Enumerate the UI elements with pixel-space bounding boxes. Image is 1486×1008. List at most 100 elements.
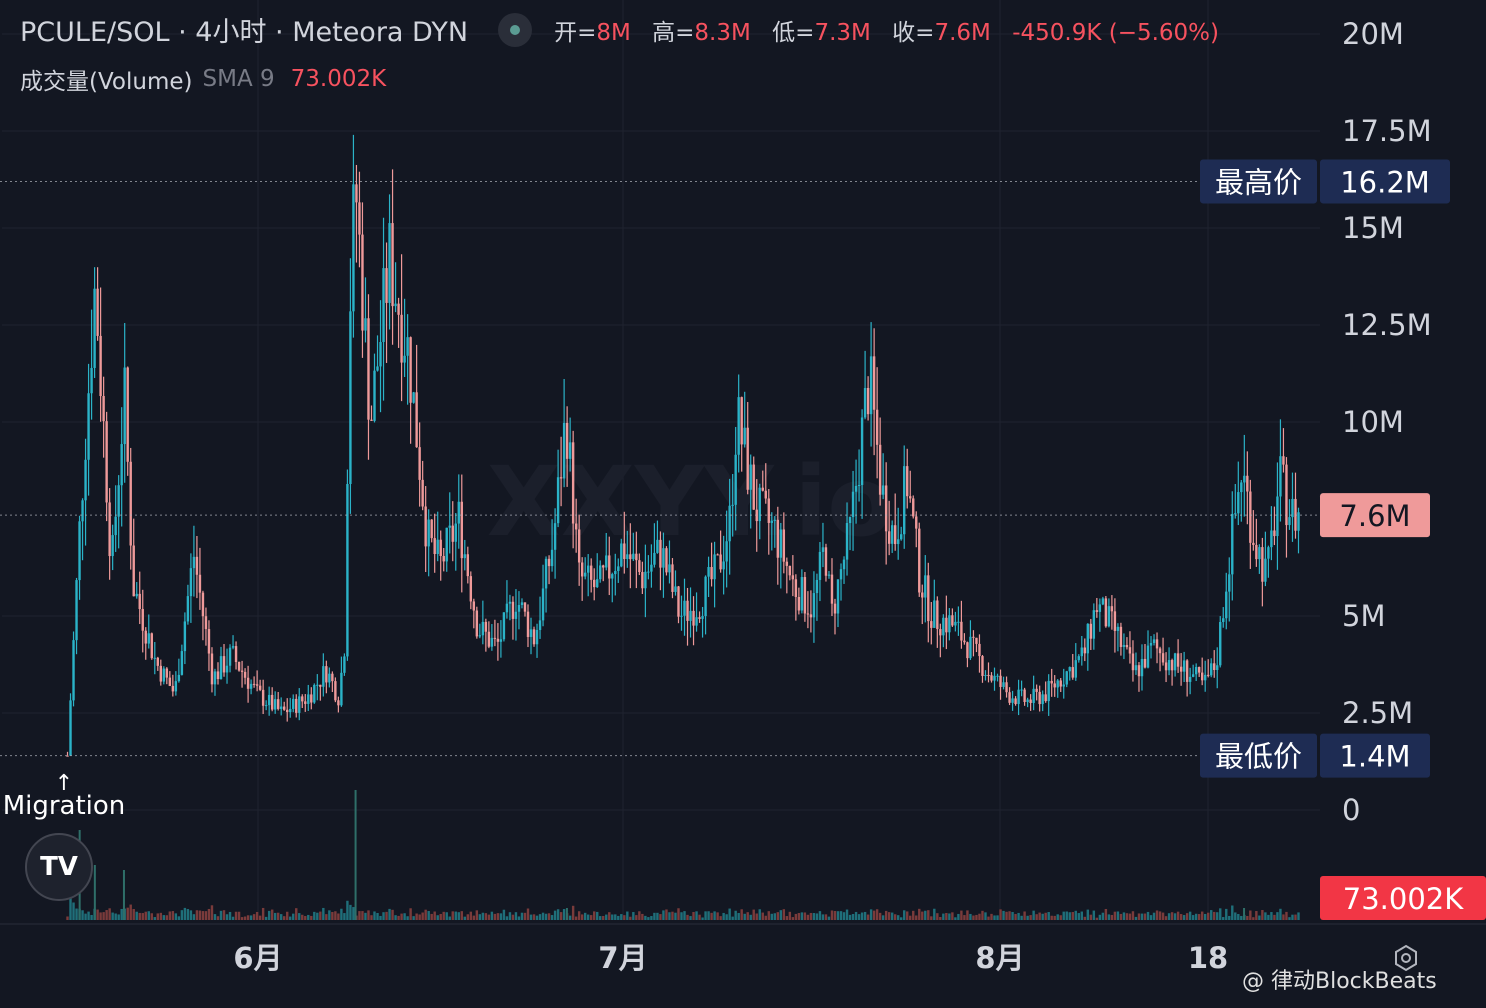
candle-body xyxy=(448,525,451,528)
candle-body xyxy=(237,661,241,671)
volume-bar xyxy=(99,912,102,920)
volume-bar xyxy=(969,913,972,920)
volume-bar xyxy=(620,914,623,920)
candle-body xyxy=(939,629,942,636)
volume-bar xyxy=(150,913,153,920)
candle-body xyxy=(890,525,894,544)
volume-bar xyxy=(806,914,810,920)
last-price-value: 7.6M xyxy=(1339,499,1410,533)
candle-body xyxy=(424,506,427,547)
candle-body xyxy=(918,528,921,593)
close-label: 收= xyxy=(892,19,935,46)
volume-bar xyxy=(1228,915,1231,920)
volume-bar xyxy=(129,904,132,920)
volume-bar xyxy=(686,914,689,920)
volume-bar xyxy=(854,911,858,920)
candle-body xyxy=(845,523,849,560)
candle-body xyxy=(565,422,569,459)
volume-bar xyxy=(683,911,686,920)
candle-body xyxy=(159,665,163,682)
volume-bar xyxy=(626,911,629,920)
candle-body xyxy=(252,683,256,685)
candle-body xyxy=(1216,665,1219,670)
volume-bar xyxy=(397,915,400,920)
x-tick-label: 6月 xyxy=(233,941,282,975)
candle-body xyxy=(1273,530,1276,537)
candle-body xyxy=(593,579,596,588)
volume-bar xyxy=(821,914,825,920)
candle-body xyxy=(337,700,340,706)
candle-body xyxy=(1053,683,1056,688)
volume-bar xyxy=(641,913,644,920)
volume-bar xyxy=(924,910,927,920)
candle-body xyxy=(520,602,524,606)
candle-body xyxy=(875,409,879,445)
change-value: -450.9K (−5.60%) xyxy=(1012,19,1220,46)
candle-body xyxy=(1261,547,1264,582)
volume-bar xyxy=(677,908,680,920)
volume-bar xyxy=(249,915,253,920)
settings-gear-icon[interactable] xyxy=(1392,944,1420,972)
volume-bar xyxy=(430,913,433,920)
candle-body xyxy=(126,367,129,462)
candle-body xyxy=(978,643,981,657)
candle-body xyxy=(216,671,220,680)
volume-bar xyxy=(614,914,617,920)
candle-body xyxy=(150,633,153,659)
candle-body xyxy=(906,466,909,497)
candle-body xyxy=(972,636,975,638)
volume-bar xyxy=(583,912,587,920)
candle-body xyxy=(1026,699,1029,702)
candle-body xyxy=(1234,513,1237,515)
candle-body xyxy=(951,615,954,626)
volume-bar xyxy=(749,914,752,920)
tradingview-logo-icon[interactable]: TV xyxy=(25,833,93,901)
candle-body xyxy=(1095,610,1099,612)
candle-body xyxy=(1237,492,1240,514)
volume-bar xyxy=(1017,912,1020,920)
candle-body xyxy=(665,548,668,573)
candle-body xyxy=(340,672,343,706)
candle-body xyxy=(1146,645,1150,668)
candle-body xyxy=(162,668,166,682)
volume-bar xyxy=(511,914,515,920)
candle-body xyxy=(737,397,740,455)
candle-body xyxy=(1110,606,1114,612)
volume-bar xyxy=(1032,910,1035,920)
volume-bar xyxy=(352,907,355,920)
volume-bar xyxy=(174,913,178,920)
volume-bar xyxy=(108,908,111,920)
candle-body xyxy=(975,637,978,644)
candle-body xyxy=(710,567,713,580)
candle-body xyxy=(773,519,777,521)
candle-body xyxy=(129,461,132,546)
candle-body xyxy=(1080,647,1083,657)
volume-bar xyxy=(851,913,855,920)
symbol-title[interactable]: PCULE/SOL · 4小时 · Meteora DYN xyxy=(20,17,469,48)
candle-body xyxy=(1101,598,1105,605)
y-tick-label: 15M xyxy=(1342,211,1404,245)
status-dot-icon[interactable] xyxy=(498,12,533,47)
candle-body xyxy=(1119,626,1123,647)
volume-bar xyxy=(192,914,196,920)
candle-body xyxy=(583,572,587,577)
volume-bar xyxy=(310,915,313,920)
candle-body xyxy=(1188,676,1192,682)
volume-title[interactable]: 成交量(Volume) xyxy=(20,69,193,95)
volume-bar xyxy=(761,912,764,920)
volume-bar xyxy=(559,912,563,920)
volume-bar xyxy=(1246,915,1249,920)
volume-bar xyxy=(728,908,731,920)
volume-bar xyxy=(644,915,647,920)
candle-body xyxy=(1231,513,1234,575)
candle-body xyxy=(292,698,295,709)
volume-bar xyxy=(1131,911,1135,920)
candle-body xyxy=(289,708,292,713)
volume-bar xyxy=(258,915,262,920)
candle-body xyxy=(451,525,454,542)
volume-bar xyxy=(1116,911,1120,920)
volume-bar xyxy=(662,910,665,920)
volume-bar xyxy=(638,911,641,920)
